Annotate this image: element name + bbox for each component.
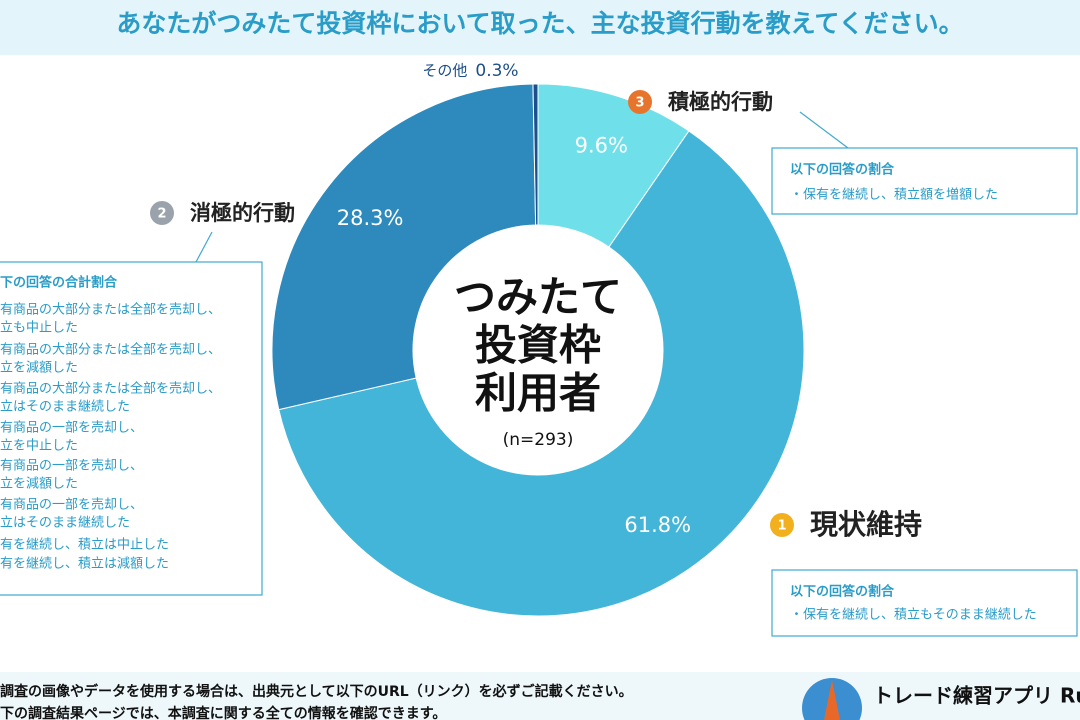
donut-slice [271,83,537,411]
rank-badge [150,201,174,225]
note-item: 有商品の一部を売却し、 [0,497,143,513]
note-item: 有を継続し、積立は中止した [0,538,169,553]
note-heading: 下の回答の合計割合 [0,275,118,291]
rank-number: 2 [157,207,166,222]
note-item: 立を減額した [0,360,78,376]
note-box [0,261,263,596]
note-item: 有を継続し、積立は減額した [0,556,169,572]
rank-badge [770,513,794,537]
header-band [0,0,1080,55]
value-label: 28.3% [337,206,404,230]
value-label: 0.3% [475,61,518,81]
note-item: 有商品の一部を売却し、 [0,458,143,474]
rank-number: 3 [635,96,644,111]
brand: トレード練習アプリ Runc [873,684,1080,708]
note-heading: 以下の回答の割合 [790,584,895,600]
note-item: ・保有を継続し、積立もそのまま継続した [790,608,1037,623]
category-name: 現状維持 [810,508,922,541]
title: あなたがつみたて投資枠において取った、主な投資行動を教えてください。 [116,9,963,38]
note-box [771,147,1078,215]
category-name: その他 [422,62,467,80]
note-item: 立を中止した [0,439,78,454]
logo-mark [824,680,840,720]
note-item: 有商品の一部を売却し、 [0,420,143,436]
note-item: 立も中止した [0,321,78,336]
note-item: 有商品の大部分または全部を売却し、 [0,302,221,318]
category-name: 消極的行動 [190,201,295,225]
note-box [771,569,1078,637]
note-item: ・保有を継続し、積立額を増額した [790,188,998,203]
rank-badge [628,90,652,114]
note-heading: 以下の回答の割合 [790,162,895,178]
rank-number: 1 [777,519,786,534]
center-label: 利用者 [475,369,601,418]
note-item: 立はそのまま継続した [0,516,130,531]
sample-size: (n=293) [503,430,574,450]
note-item: 立はそのまま継続した [0,400,130,415]
footer-line: 調査の画像やデータを使用する場合は、出典元として以下のURL（リンク）を必ずご記… [0,683,633,700]
note-item: 立を減額した [0,476,78,492]
note-item: 有商品の大部分または全部を売却し、 [0,342,221,358]
value-label: 61.8% [624,513,691,537]
footer-band [0,672,1080,720]
footer-line: 下の調査結果ページでは、本調査に関する全ての情報を確認できます。 [0,705,446,720]
value-label: 9.6% [575,134,628,158]
note-item: 有商品の大部分または全部を売却し、 [0,381,221,397]
center-label: 投資枠 [475,321,601,370]
donut-slice [278,130,805,617]
category-name: 積極的行動 [668,90,773,114]
center-label: つみたて [454,273,622,322]
leader-line [195,231,213,263]
donut-slice [532,83,539,226]
leader-line [799,111,849,149]
